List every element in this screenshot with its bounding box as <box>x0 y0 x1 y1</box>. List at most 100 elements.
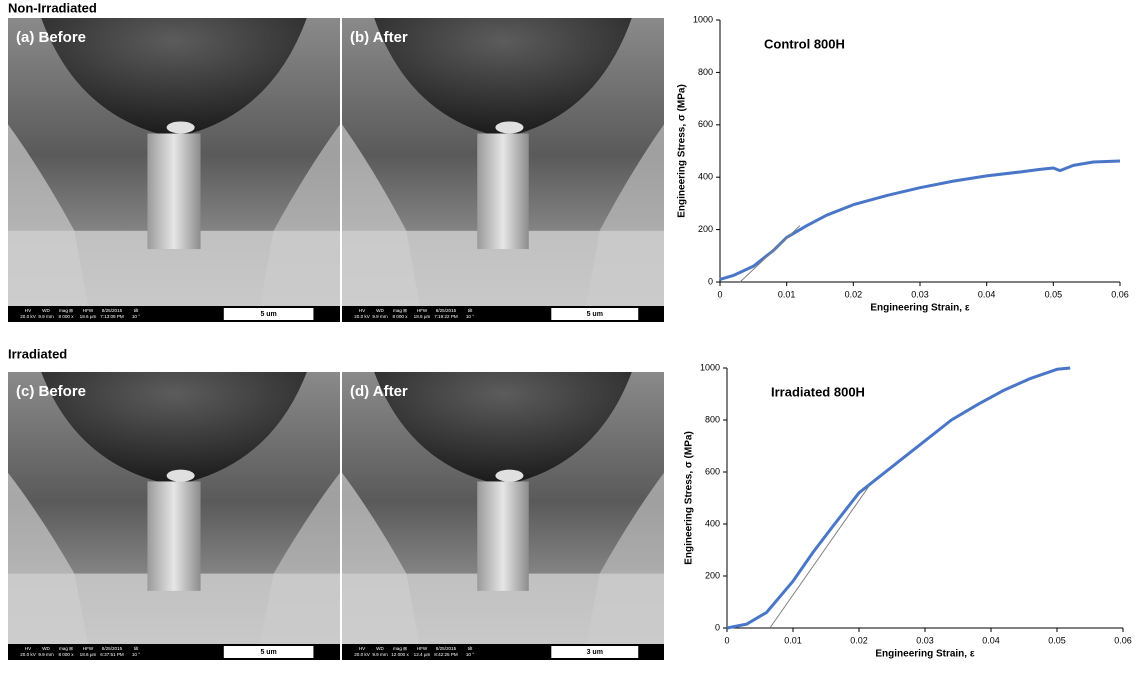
x-axis-label: Engineering Strain, ε <box>875 649 974 660</box>
x-tick-label: 0.02 <box>845 289 863 299</box>
tip-debris <box>495 121 523 133</box>
info-label: tilt <box>468 308 473 313</box>
x-tick-label: 0.06 <box>1114 635 1132 645</box>
scale-bar-label: 5 um <box>260 649 276 656</box>
info-label: 8/25/2015 <box>436 308 457 313</box>
info-value: 10 ° <box>132 652 140 657</box>
info-label: WD <box>376 308 384 313</box>
info-value: 10 ° <box>132 314 140 319</box>
stress-strain-curve <box>727 368 1070 628</box>
y-axis-label: Engineering Stress, σ (MPa) <box>677 84 688 218</box>
info-value: 20.0 kV <box>354 652 371 657</box>
info-label: 8/25/2015 <box>102 308 123 313</box>
info-label: HFW <box>83 646 94 651</box>
stress-strain-curve <box>720 161 1120 279</box>
info-value: 6:37:51 PM <box>100 652 124 657</box>
y-tick-label: 600 <box>698 119 713 129</box>
tip-debris <box>167 470 195 482</box>
info-value: 18.6 μm <box>414 314 431 319</box>
scale-bar-label: 5 um <box>260 311 276 318</box>
info-label: mag ⊞ <box>59 308 73 313</box>
x-tick-label: 0.01 <box>784 635 802 645</box>
panel-label: (c) Before <box>16 383 86 400</box>
info-value: 18.6 μm <box>80 652 97 657</box>
x-tick-label: 0.01 <box>778 289 796 299</box>
info-value: 8 000 x <box>58 314 74 319</box>
info-value: 10 ° <box>466 652 474 657</box>
info-label: tilt <box>134 646 139 651</box>
y-tick-label: 1000 <box>693 14 713 24</box>
info-value: 10 ° <box>466 314 474 319</box>
y-tick-label: 0 <box>715 622 720 632</box>
info-label: WD <box>42 308 50 313</box>
x-tick-label: 0.02 <box>850 635 868 645</box>
y-axis-label: Engineering Stress, σ (MPa) <box>684 431 695 565</box>
info-value: 9.9 mm <box>372 314 387 319</box>
info-value: 7:13:09 PM <box>100 314 124 319</box>
y-tick-label: 1000 <box>700 362 720 372</box>
info-value: 20.0 kV <box>354 314 371 319</box>
panel-label: (a) Before <box>16 29 86 46</box>
x-tick-label: 0.03 <box>911 289 929 299</box>
x-tick-label: 0.05 <box>1045 289 1063 299</box>
info-label: HFW <box>417 646 428 651</box>
info-label: 8/25/2015 <box>102 646 123 651</box>
info-value: 20.0 kV <box>20 314 37 319</box>
info-value: 18.6 μm <box>80 314 97 319</box>
x-tick-label: 0.03 <box>916 635 934 645</box>
sem-image: HVWDmag ⊞HFW8/25/2015tilt20.0 kV9.9 mm8 … <box>8 372 340 660</box>
info-label: HV <box>359 308 366 313</box>
x-tick-label: 0.04 <box>982 635 1000 645</box>
panel-label: (b) After <box>350 29 408 46</box>
y-tick-label: 800 <box>698 67 713 77</box>
info-label: HV <box>25 646 32 651</box>
stress-strain-curve <box>740 226 800 282</box>
info-label: tilt <box>134 308 139 313</box>
panel-label: (d) After <box>350 383 408 400</box>
pillar <box>147 134 200 250</box>
y-tick-label: 600 <box>705 466 720 476</box>
info-value: 9.9 mm <box>38 314 53 319</box>
info-value: 8 000 x <box>58 652 74 657</box>
tip-debris <box>495 470 523 482</box>
info-label: mag ⊞ <box>393 646 407 651</box>
pillar <box>477 481 529 590</box>
info-label: mag ⊞ <box>59 646 73 651</box>
section-heading: Non-Irradiated <box>8 0 97 15</box>
info-value: 7:19:22 PM <box>434 314 458 319</box>
info-label: HFW <box>417 308 428 313</box>
y-tick-label: 400 <box>705 518 720 528</box>
y-tick-label: 200 <box>705 570 720 580</box>
scale-bar-label: 5 um <box>587 311 603 318</box>
info-value: 9.9 mm <box>372 652 387 657</box>
scale-bar-label: 3 um <box>587 649 603 656</box>
info-value: 12 000 x <box>391 652 409 657</box>
info-label: WD <box>376 646 384 651</box>
info-value: 20.0 kV <box>20 652 37 657</box>
info-value: 8:42:25 PM <box>434 652 458 657</box>
info-label: HV <box>359 646 366 651</box>
x-tick-label: 0 <box>717 289 722 299</box>
info-value: 12.4 μm <box>414 652 431 657</box>
info-label: HV <box>25 308 32 313</box>
x-axis-label: Engineering Strain, ε <box>870 303 969 314</box>
info-value: 8 000 x <box>392 314 408 319</box>
figure: Non-Irradiated Irradiated HV WD mag ⊞ HFW 8/… <box>0 0 1146 670</box>
info-value: 9.9 mm <box>38 652 53 657</box>
x-tick-label: 0.04 <box>978 289 996 299</box>
chart-annotation: Irradiated 800H <box>771 384 865 399</box>
tip-debris <box>167 121 195 133</box>
info-label: mag ⊞ <box>393 308 407 313</box>
pillar <box>477 134 529 250</box>
info-label: 8/25/2015 <box>436 646 457 651</box>
section-heading: Irradiated <box>8 346 67 361</box>
x-tick-label: 0 <box>724 635 729 645</box>
pillar <box>147 481 200 590</box>
stress-strain-curve <box>770 486 869 628</box>
x-tick-label: 0.05 <box>1048 635 1066 645</box>
info-label: tilt <box>468 646 473 651</box>
y-tick-label: 0 <box>708 276 713 286</box>
